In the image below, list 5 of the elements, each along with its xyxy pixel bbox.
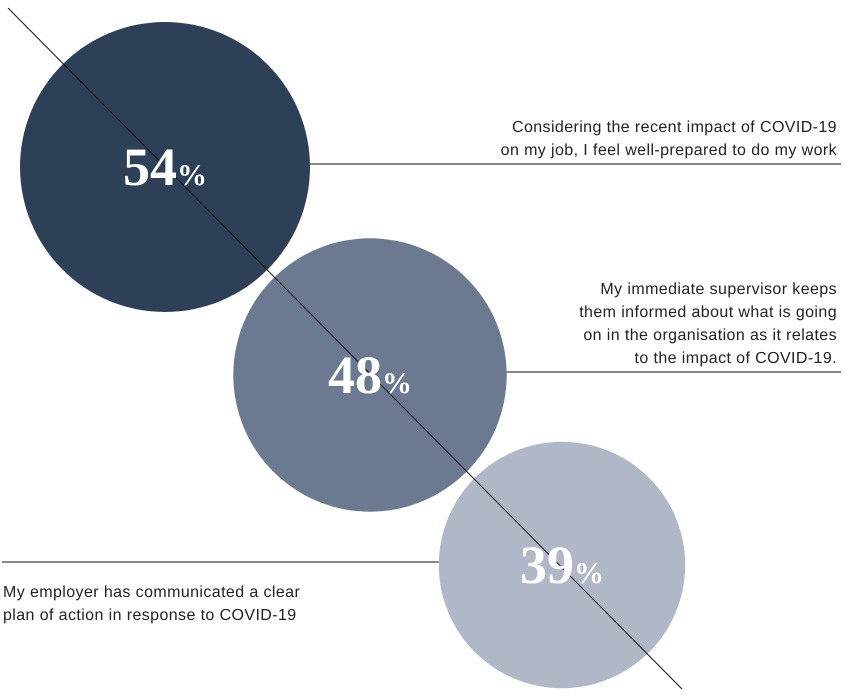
data-label: 48% [328,345,412,405]
category-label: Considering the recent impact of COVID-19 on my job, I feel well-prepared to do my work [500,119,838,159]
category-label: My employer has communicated a clear plan of action in response to COVID-19 [3,584,300,624]
category-label: My immediate supervisor keeps them informed about what is going on in the organisation as it relates to the impact of COVID-19. [579,281,837,367]
data-label: 54% [123,137,207,197]
